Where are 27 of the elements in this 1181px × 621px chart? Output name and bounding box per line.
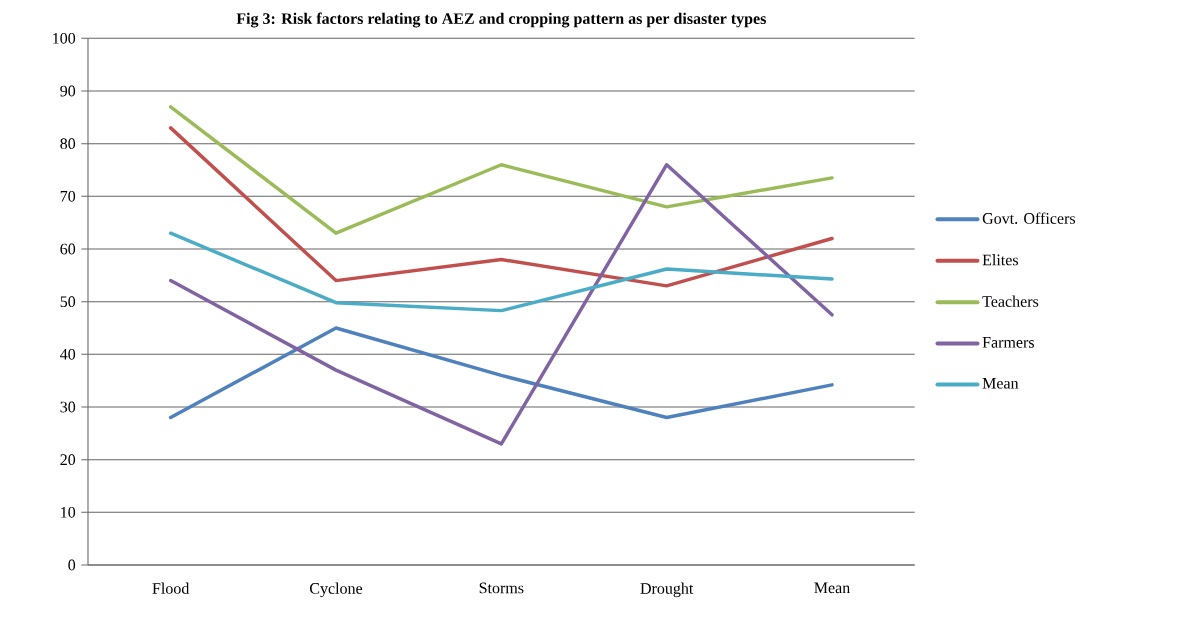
y-tick-label: 60 <box>60 243 76 255</box>
x-tick-label: Flood <box>152 582 190 594</box>
legend-label: Mean <box>982 378 1019 389</box>
x-tick-label: Drought <box>640 582 694 598</box>
y-tick-label: 70 <box>60 190 76 202</box>
y-tick-label: 40 <box>60 348 76 360</box>
y-tick-label: 0 <box>68 559 76 571</box>
line-series <box>168 326 834 420</box>
line-series <box>168 231 834 313</box>
chart-title: Fig 3: Risk factors relating to AEZ and cropping pattern as per disaster types <box>236 12 766 28</box>
x-tick-label: Storms <box>479 582 524 594</box>
legend-label: Farmers <box>982 337 1034 348</box>
legend-label: Govt. Officers <box>982 212 1076 224</box>
y-tick-label: 50 <box>60 296 76 308</box>
legend-label: Elites <box>982 254 1019 266</box>
x-tick-label: Cyclone <box>309 582 363 598</box>
y-tick-label: 10 <box>61 506 76 518</box>
y-tick-label: 30 <box>60 401 76 413</box>
legend-label: Teachers <box>982 295 1039 307</box>
y-tick-label: 80 <box>60 138 76 150</box>
y-tick-label: 20 <box>60 454 76 466</box>
x-tick-label: Mean <box>814 582 850 594</box>
line-series <box>168 162 834 446</box>
line-series <box>168 126 834 288</box>
y-tick-label: 100 <box>53 32 76 44</box>
y-tick-label: 90 <box>60 85 76 97</box>
line-series <box>168 105 834 235</box>
